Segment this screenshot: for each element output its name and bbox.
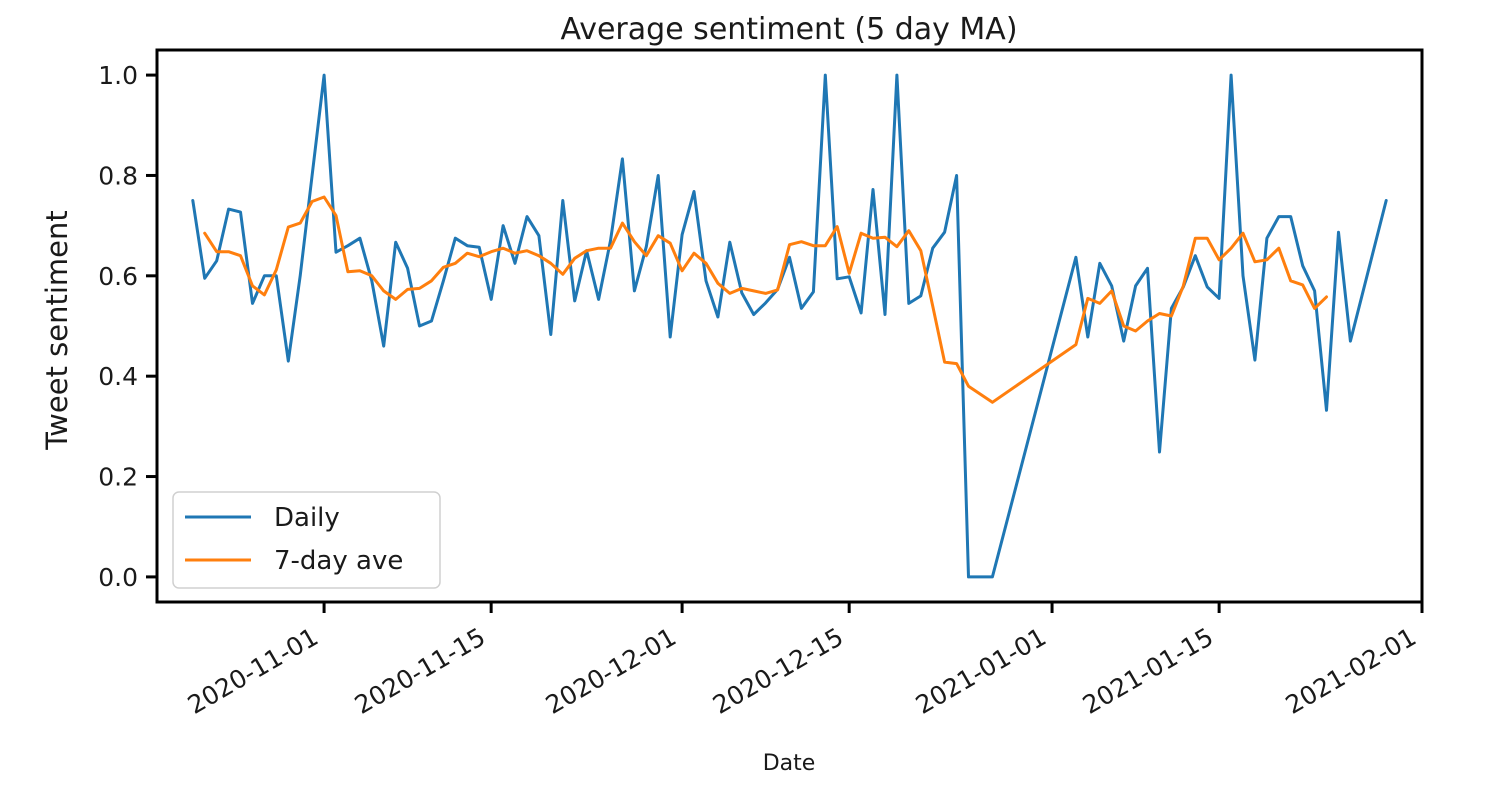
x-tick-label: 2020-11-15 [350, 622, 490, 720]
x-axis: 2020-11-01 2020-11-15 2020-12-01 2020-12-15… [183, 602, 1424, 720]
x-tick-label: 2020-12-15 [708, 622, 848, 720]
y-tick-label: 0.0 [98, 563, 138, 592]
y-axis: 0.0 0.2 0.4 0.6 0.8 1.0 [98, 61, 157, 592]
x-tick-label: 2020-12-01 [541, 622, 681, 720]
chart-title: Average sentiment (5 day MA) [560, 12, 1017, 47]
y-tick-label: 0.2 [98, 463, 138, 492]
y-tick-label: 1.0 [98, 61, 138, 90]
y-tick-label: 0.6 [98, 262, 138, 291]
x-tick-label: 2020-11-01 [183, 622, 323, 720]
legend: Daily 7-day ave [172, 491, 441, 589]
plot-frame [155, 48, 1424, 604]
y-tick-label: 0.8 [98, 161, 138, 190]
plot-area [191, 73, 1388, 579]
series-7-day-ave [203, 195, 1328, 404]
x-tick-label: 2021-01-15 [1078, 622, 1218, 720]
x-axis-label: Date [763, 751, 816, 776]
legend-label-daily: Daily [274, 503, 340, 533]
x-tick-label: 2021-01-01 [911, 622, 1051, 720]
y-tick-label: 0.4 [98, 362, 138, 391]
x-tick-label: 2021-02-01 [1281, 622, 1421, 720]
series-line-7-day-ave [203, 195, 1328, 404]
y-axis-label: Tweet sentiment [40, 210, 74, 451]
legend-label-7-day-ave: 7-day ave [274, 546, 403, 576]
